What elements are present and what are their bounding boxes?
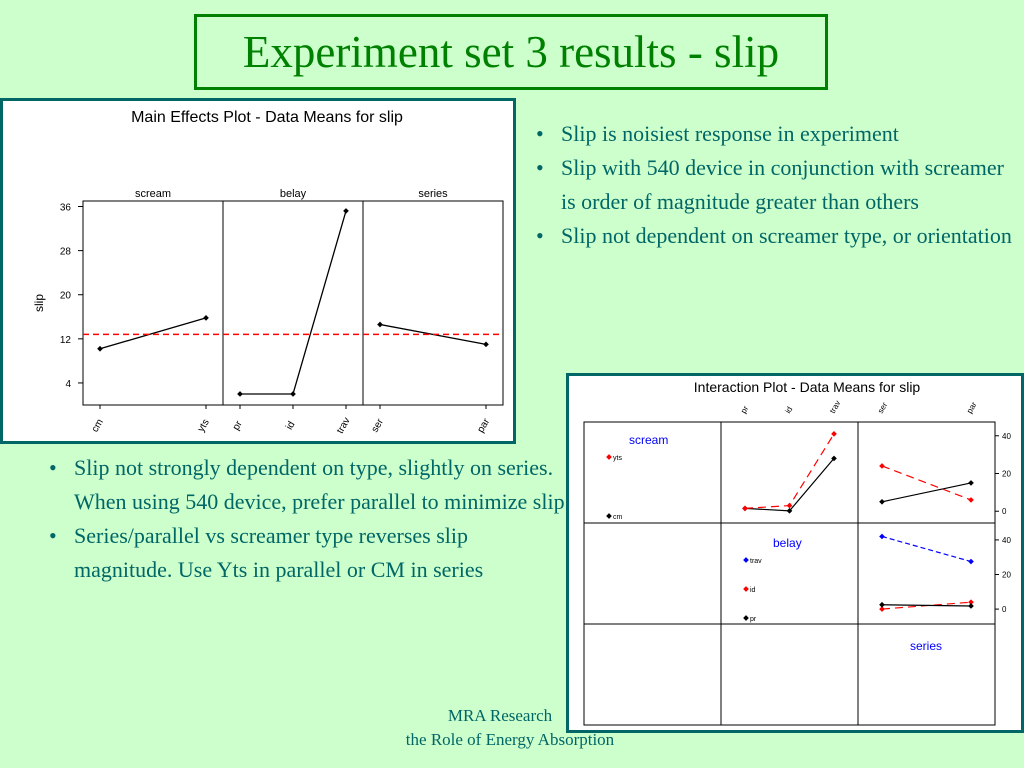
bullet-item: Slip is noisiest response in experiment <box>533 117 1013 151</box>
title-box: Experiment set 3 results - slip <box>194 14 828 90</box>
y-tick-label: 0 <box>1002 507 1007 516</box>
level-label: id <box>783 405 794 415</box>
y-tick-label: 12 <box>60 335 72 346</box>
interaction-line-trav <box>881 535 972 563</box>
data-point <box>968 603 974 609</box>
x-tick-label: ser <box>370 416 387 434</box>
y-tick-label: 40 <box>1002 536 1011 545</box>
panel-label: scream <box>135 188 171 200</box>
interaction-line-yts <box>744 433 835 509</box>
x-tick-label: trav <box>335 416 353 436</box>
legend-label: pr <box>750 616 757 623</box>
x-tick-label: yts <box>196 417 212 434</box>
panel-label: belay <box>280 188 307 200</box>
legend-marker <box>606 513 612 519</box>
level-label: trav <box>828 399 842 415</box>
interaction-chart: Interaction Plot - Data Means for slip pr… <box>583 379 1011 726</box>
data-point <box>343 208 349 214</box>
data-point <box>483 341 489 348</box>
legend-label: cm <box>613 514 623 521</box>
data-point <box>879 601 885 608</box>
legend-marker <box>743 557 749 563</box>
y-tick-label: 20 <box>1002 470 1011 479</box>
y-tick-label: 28 <box>60 247 72 258</box>
y-tick-label: 4 <box>65 379 71 390</box>
main-effects-plot: Main Effects Plot - Data Means for slip s… <box>0 98 516 444</box>
legend-label: id <box>750 587 756 594</box>
data-point <box>786 502 793 509</box>
x-tick-label: id <box>284 420 297 432</box>
y-axis-label: slip <box>32 294 46 312</box>
y-tick-label: 40 <box>1002 432 1011 441</box>
bullet-item: Slip not dependent on screamer type, or … <box>533 219 1013 253</box>
data-point <box>968 558 974 565</box>
legend-marker <box>743 615 749 621</box>
data-point <box>97 345 103 352</box>
data-point <box>879 498 885 505</box>
main-effects-chart: Main Effects Plot - Data Means for slip s… <box>32 109 504 436</box>
y-tick-label: 20 <box>60 291 72 302</box>
grid-frame <box>583 421 996 726</box>
level-label: pr <box>739 404 751 415</box>
legend-label: trav <box>750 558 762 565</box>
chart-title: Main Effects Plot - Data Means for slip <box>131 109 403 126</box>
data-point <box>786 508 793 514</box>
slide-title: Experiment set 3 results - slip <box>242 26 780 77</box>
bullets-left: Slip not strongly dependent on type, sli… <box>46 451 566 587</box>
factor-label-belay: belay <box>773 536 802 550</box>
effect-line <box>99 317 207 350</box>
data-point <box>968 480 974 486</box>
footer-line-1: MRA Research <box>447 706 553 725</box>
level-label: ser <box>876 401 890 415</box>
data-point <box>879 463 885 469</box>
footer: MRA Research the Role of Energy Absorpti… <box>360 704 660 752</box>
bullet-item: Slip not strongly dependent on type, sli… <box>46 451 566 519</box>
data-point <box>879 533 885 540</box>
y-tick-label: 20 <box>1002 571 1011 580</box>
panel-label: series <box>418 188 448 200</box>
y-tick-label: 0 <box>1002 605 1007 614</box>
x-tick-label: pr <box>231 419 245 433</box>
data-point <box>203 315 209 321</box>
factor-label-series: series <box>910 639 942 653</box>
footer-line-2: the Role of Energy Absorption <box>405 730 615 749</box>
bullets-right: Slip is noisiest response in experiment … <box>533 117 1013 253</box>
data-point <box>237 391 243 397</box>
data-point <box>831 431 837 437</box>
interaction-line-yts <box>881 465 972 501</box>
data-point <box>879 606 885 612</box>
data-point <box>968 599 974 605</box>
factor-label-scream: scream <box>629 433 668 447</box>
y-tick-label: 36 <box>60 203 72 214</box>
level-label: par <box>965 400 979 415</box>
interaction-line-cm <box>881 482 972 503</box>
legend-marker <box>743 586 749 592</box>
data-point <box>290 391 296 397</box>
data-point <box>831 455 837 462</box>
chart-title: Interaction Plot - Data Means for slip <box>694 379 921 395</box>
bullet-item: Slip with 540 device in conjunction with… <box>533 151 1013 219</box>
x-tick-label: par <box>475 416 492 435</box>
data-point <box>968 497 974 503</box>
interaction-line-pr <box>881 604 972 607</box>
interaction-plot: Interaction Plot - Data Means for slip pr… <box>566 373 1024 733</box>
data-point <box>377 321 383 328</box>
effect-line <box>240 210 347 395</box>
legend-label: yts <box>613 455 622 462</box>
data-point <box>742 505 748 512</box>
x-tick-label: cm <box>90 417 106 434</box>
bullet-item: Series/parallel vs screamer type reverse… <box>46 519 566 587</box>
plot-frame <box>82 200 504 406</box>
legend-marker <box>606 454 612 460</box>
